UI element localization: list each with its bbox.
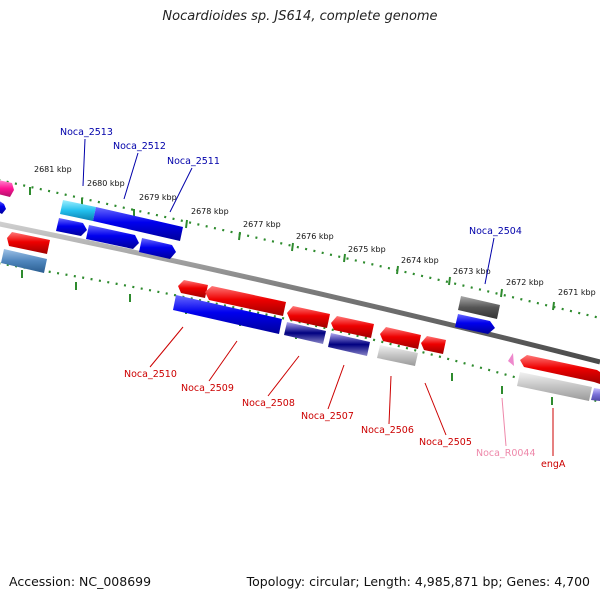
map-title: Nocardioides sp. JS614, complete genome: [162, 9, 438, 24]
gene-label-noca-2509[interactable]: Noca_2509: [181, 383, 234, 394]
tick-label: 2676 kbp: [296, 232, 334, 241]
gene-label-noca-2511[interactable]: Noca_2511: [167, 156, 220, 167]
gene-arrow[interactable]: [421, 336, 446, 354]
tick-label: 2675 kbp: [348, 245, 386, 254]
gene-arrow[interactable]: [1, 249, 47, 273]
tick-label: 2671 kbp: [558, 288, 596, 297]
gene-arrow[interactable]: [56, 218, 87, 236]
tick-label: 2679 kbp: [139, 193, 177, 202]
tick-label: 2680 kbp: [87, 179, 125, 188]
tick-label: 2678 kbp: [191, 207, 229, 216]
gene-arrow[interactable]: [331, 316, 374, 338]
gene-labels: Noca_2513 Noca_2512 Noca_2511 Noca_2504 …: [60, 127, 566, 470]
gene-arrow[interactable]: [205, 286, 286, 316]
accession-label: Accession: NC_008699: [9, 574, 152, 589]
gene-label-noca-2512[interactable]: Noca_2512: [113, 141, 166, 152]
genome-summary: Topology: circular; Length: 4,985,871 bp…: [246, 574, 590, 589]
tick-label: 2681 kbp: [34, 165, 72, 174]
callout-lines: [82, 138, 554, 456]
gene-arrow[interactable]: [0, 180, 14, 197]
gene-arrow[interactable]: [591, 388, 600, 401]
genome-backbone: [0, 221, 600, 365]
gene-label-enga[interactable]: engA: [541, 459, 566, 470]
gene-arrow[interactable]: [455, 314, 495, 334]
gene-label-noca-r0044[interactable]: Noca_R0044: [476, 448, 536, 459]
gene-arrow[interactable]: [377, 345, 418, 366]
gene-arrow[interactable]: [380, 327, 421, 349]
tick-label: 2673 kbp: [453, 267, 491, 276]
gene-label-noca-2513[interactable]: Noca_2513: [60, 127, 113, 138]
inner-major-ticks: [21, 270, 553, 405]
gene-arrow[interactable]: [287, 306, 330, 328]
gene-arrow[interactable]: [60, 200, 96, 221]
gene-arrow[interactable]: [173, 295, 282, 334]
gene-arrow[interactable]: [7, 232, 50, 254]
reverse-strand-genes: [173, 280, 600, 401]
scale-tick-labels: 2681 kbp 2680 kbp 2679 kbp 2678 kbp 2677…: [34, 165, 596, 297]
inner-scale-circle: [0, 262, 600, 404]
gene-label-noca-2506[interactable]: Noca_2506: [361, 425, 414, 436]
gene-arrow[interactable]: [508, 353, 514, 366]
gene-label-noca-2504[interactable]: Noca_2504: [469, 226, 522, 237]
forward-strand-genes: [0, 180, 500, 334]
gene-label-noca-2507[interactable]: Noca_2507: [301, 411, 354, 422]
gene-arrow[interactable]: [86, 225, 139, 249]
outer-scale-circle: [0, 179, 600, 320]
tick-label: 2677 kbp: [243, 220, 281, 229]
gene-arrow[interactable]: [517, 372, 592, 401]
gene-label-noca-2510[interactable]: Noca_2510: [124, 369, 177, 380]
gene-arrow[interactable]: [139, 238, 176, 259]
gene-arrow[interactable]: [328, 333, 370, 356]
gene-arrow[interactable]: [93, 207, 183, 241]
gene-arrow[interactable]: [178, 280, 208, 298]
tick-label: 2674 kbp: [401, 256, 439, 265]
gene-label-noca-2505[interactable]: Noca_2505: [419, 437, 472, 448]
gene-arrow[interactable]: [458, 296, 500, 319]
gene-arrow[interactable]: [284, 322, 326, 344]
gene-label-noca-2508[interactable]: Noca_2508: [242, 398, 295, 409]
gene-arrow[interactable]: [520, 355, 600, 384]
tick-label: 2672 kbp: [506, 278, 544, 287]
outer-major-ticks: [29, 187, 555, 311]
gene-arrow[interactable]: [0, 200, 6, 214]
